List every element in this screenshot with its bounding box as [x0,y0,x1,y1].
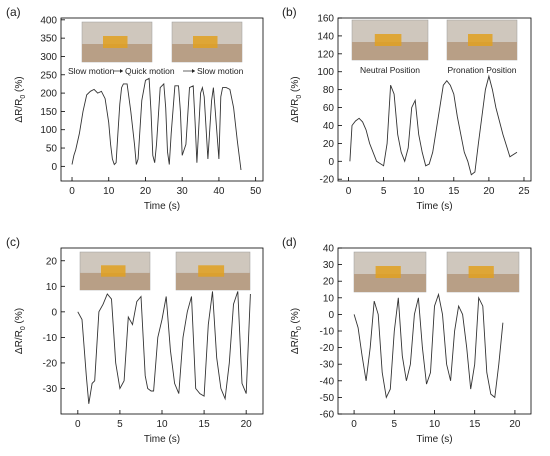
y-tick-label: 10 [46,282,58,293]
y-tick-label: -40 [320,376,335,387]
photo-inset-2 [175,251,251,291]
y-tick-label: 0 [51,307,57,318]
y-tick-label: -10 [320,327,335,338]
y-tick-label: 60 [323,103,335,114]
y-tick-label: 150 [40,107,57,118]
y-tick-label: 140 [317,31,334,42]
axes-frame [337,17,532,182]
panel-label: (a) [6,5,21,19]
y-tick-label: 80 [323,85,335,96]
position-caption: Neutral Position [360,65,420,75]
x-tick-label: 20 [509,419,521,430]
x-tick-label: 20 [241,419,253,430]
y-tick-label: -20 [320,175,335,186]
photo-inset-1 [79,251,151,291]
y-tick-label: 0 [328,310,334,321]
x-tick-label: 20 [140,186,152,197]
y-axis-label: ΔR/R0 (%) [290,76,303,122]
y-tick-label: 200 [40,89,57,100]
x-axis-label: Time (s) [144,201,180,212]
caption-arrowhead [192,69,195,73]
panel-label: (b) [282,5,297,19]
panel-label: (d) [282,235,297,249]
y-tick-label: 30 [323,260,335,271]
y-tick-label: 40 [323,121,335,132]
x-tick-label: 0 [351,419,357,430]
y-tick-label: 0 [51,162,57,173]
series-line [77,291,251,404]
x-tick-label: 5 [392,419,398,430]
x-tick-label: 0 [69,186,75,197]
y-axis-label: ΔR/R0 (%) [14,76,27,122]
y-tick-label: 50 [46,144,58,155]
panel-b: (b) 0 5 10 15 20 25 -20 0 20 40 60 80 100 120 140 160 Tim… [282,5,532,212]
x-tick-label: 15 [448,186,460,197]
x-tick-label: 10 [156,419,168,430]
motion-caption: Quick motion [125,66,175,76]
x-tick-label: 5 [381,186,387,197]
x-axis-label: Time (s) [416,201,452,212]
y-tick-label: 20 [46,256,58,267]
x-tick-label: 5 [117,419,123,430]
y-tick-label: 10 [323,293,335,304]
photo-inset-2 [446,251,520,293]
x-tick-label: 0 [346,186,352,197]
y-tick-label: 250 [40,70,57,81]
photo-inset-2 [171,21,243,63]
y-tick-label: 120 [317,49,334,60]
y-tick-label: -60 [320,410,335,421]
x-tick-label: 10 [103,186,115,197]
panel-c: (c) 0 5 10 15 20 -30 -20 -10 0 10 20 Time (s) ΔR/R0 (… [6,235,264,445]
y-tick-label: 300 [40,52,57,63]
x-tick-label: 40 [213,186,225,197]
photo-inset-1 [353,251,427,293]
y-tick-label: 160 [317,14,334,25]
y-tick-label: -30 [43,384,58,395]
panel-d: (d) 0 5 10 15 20 -60 -50 -40 -30 -20 -10 0 10 20 30 40 Ti… [282,235,532,445]
x-tick-label: 10 [413,186,425,197]
y-axis-label: ΔR/R0 (%) [290,308,303,354]
y-tick-label: -10 [43,333,58,344]
y-tick-label: -20 [43,358,58,369]
y-tick-label: 350 [40,34,57,45]
y-tick-label: 400 [40,15,57,26]
x-axis-label: Time (s) [144,434,180,445]
x-axis-label: Time (s) [416,434,452,445]
caption-arrowhead [120,69,123,73]
position-caption: Pronation Position [448,65,517,75]
panel-label: (c) [6,235,20,249]
x-tick-label: 0 [75,419,81,430]
y-tick-label: -50 [320,393,335,404]
y-tick-label: 20 [323,139,335,150]
x-tick-label: 15 [469,419,481,430]
x-tick-label: 30 [177,186,189,197]
photo-inset-1 [81,21,153,63]
x-tick-label: 20 [483,186,495,197]
series-line [71,77,242,171]
x-tick-label: 25 [518,186,530,197]
photo-inset-1 [351,19,429,61]
series-line [353,292,504,399]
y-tick-label: -20 [320,343,335,354]
y-tick-label: 100 [317,67,334,78]
series-line [349,74,518,176]
y-tick-label: 100 [40,125,57,136]
photo-inset-2 [446,19,518,61]
y-axis-label: ΔR/R0 (%) [14,308,27,354]
y-tick-label: 20 [323,277,335,288]
motion-caption: Slow motion [68,66,115,76]
motion-caption: Slow motion [197,66,244,76]
panel-a: (a) 0 10 20 30 40 50 0 50 100 150 200 250 300 350 400 Ti… [6,5,264,212]
x-tick-label: 15 [199,419,211,430]
x-tick-label: 10 [429,419,441,430]
y-tick-label: 0 [328,157,334,168]
y-tick-label: 40 [323,244,335,255]
y-tick-label: -30 [320,360,335,371]
x-tick-label: 50 [250,186,262,197]
axes-frame [60,17,264,182]
